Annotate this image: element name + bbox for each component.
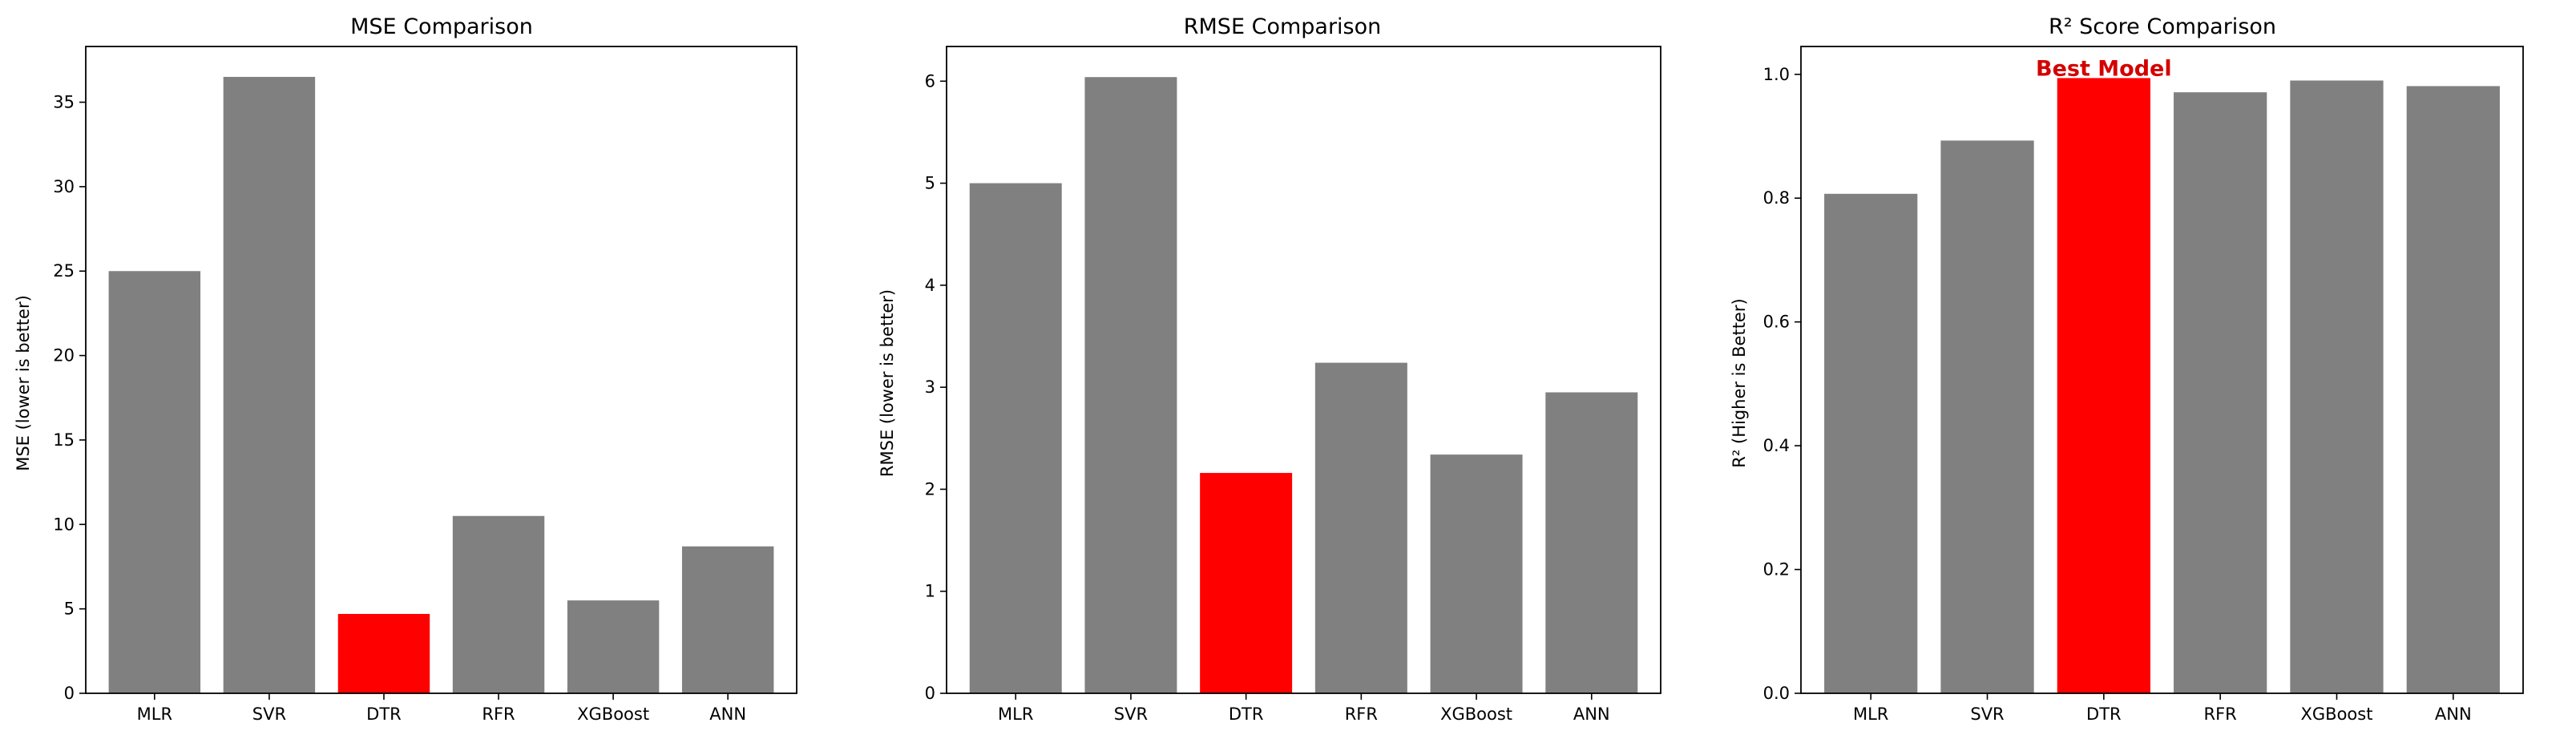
mse-plot-area <box>85 46 797 694</box>
rmse-chart-panel: RMSE Comparison RMSE (lower is better) 0… <box>878 14 1661 724</box>
r2-bars <box>1824 78 2500 694</box>
rmse-chart-title: RMSE Comparison <box>1184 14 1382 39</box>
r2-y-tick-label: 0.6 <box>1763 313 1790 332</box>
rmse-bar-svr <box>1084 77 1177 693</box>
r2-x-tick-label: SVR <box>1970 705 2004 724</box>
r2-chart-title: R² Score Comparison <box>2049 14 2276 39</box>
mse-y-axis-label: MSE (lower is better) <box>14 295 33 471</box>
mse-y-tick-label: 25 <box>53 261 75 281</box>
mse-x-tick-label: DTR <box>366 705 402 724</box>
mse-y-tick-label: 20 <box>53 346 75 365</box>
mse-bar-dtr <box>337 613 430 693</box>
rmse-y-tick-label: 5 <box>925 174 935 193</box>
mse-y-tick-label: 15 <box>53 430 75 450</box>
mse-bar-ann <box>681 546 774 693</box>
r2-bar-ann <box>2406 86 2500 694</box>
rmse-y-tick-label: 4 <box>925 276 935 295</box>
r2-y-axis-label: R² (Higher is Better) <box>1730 298 1749 467</box>
r2-best-model-annotation: Best Model <box>2036 56 2172 81</box>
mse-y-ticks: 0 5 10 15 20 25 30 35 <box>53 93 86 703</box>
mse-x-tick-label: SVR <box>252 705 286 724</box>
rmse-y-tick-label: 1 <box>925 582 935 601</box>
mse-chart-title: MSE Comparison <box>350 14 533 39</box>
mse-bar-mlr <box>108 271 201 693</box>
rmse-bars <box>969 77 1638 693</box>
mse-bar-xgboost <box>567 600 660 693</box>
r2-x-tick-label: ANN <box>2435 705 2472 724</box>
mse-y-tick-label: 30 <box>53 177 75 196</box>
rmse-x-tick-label: RFR <box>1345 705 1378 724</box>
r2-annotation-group: Best Model <box>2036 56 2172 81</box>
r2-bar-xgboost <box>2290 80 2384 694</box>
r2-x-tick-label: MLR <box>1853 705 1888 724</box>
rmse-y-tick-label: 3 <box>925 378 935 397</box>
r2-y-tick-label: 0.0 <box>1763 684 1790 703</box>
mse-x-tick-label: RFR <box>482 705 515 724</box>
rmse-bar-mlr <box>969 183 1062 693</box>
mse-bars <box>108 76 774 694</box>
mse-y-tick-label: 35 <box>53 93 75 112</box>
r2-bar-rfr <box>2174 92 2267 693</box>
rmse-x-tick-label: XGBoost <box>1440 705 1512 724</box>
r2-chart-panel: R² Score Comparison R² (Higher is Better… <box>1730 14 2524 724</box>
mse-y-tick-label: 5 <box>64 600 75 619</box>
r2-y-tick-label: 0.8 <box>1763 188 1790 208</box>
r2-y-tick-label: 1.0 <box>1763 65 1790 84</box>
r2-x-tick-label: DTR <box>2086 705 2122 724</box>
mse-bar-rfr <box>452 515 545 693</box>
rmse-plot-area <box>946 46 1661 694</box>
mse-x-tick-label: MLR <box>137 705 172 724</box>
rmse-x-tick-label: MLR <box>998 705 1033 724</box>
rmse-bar-dtr <box>1200 473 1293 693</box>
r2-x-ticks: MLR SVR DTR RFR XGBoost ANN <box>1853 693 2472 724</box>
rmse-y-axis-label: RMSE (lower is better) <box>878 289 897 477</box>
rmse-x-tick-label: DTR <box>1229 705 1264 724</box>
rmse-y-tick-label: 6 <box>925 71 935 91</box>
mse-x-tick-label: XGBoost <box>577 705 649 724</box>
r2-x-tick-label: XGBoost <box>2301 705 2373 724</box>
r2-bar-mlr <box>1824 193 1918 694</box>
mse-y-tick-label: 10 <box>53 515 75 534</box>
r2-y-tick-label: 0.4 <box>1763 436 1790 455</box>
rmse-x-ticks: MLR SVR DTR RFR XGBoost ANN <box>998 693 1610 724</box>
rmse-y-tick-label: 0 <box>925 684 935 703</box>
r2-plot-area <box>1800 46 2524 694</box>
rmse-x-tick-label: SVR <box>1114 705 1148 724</box>
mse-x-tick-label: ANN <box>709 705 746 724</box>
mse-y-tick-label: 0 <box>64 684 75 703</box>
r2-bar-svr <box>1940 140 2034 693</box>
rmse-bar-rfr <box>1314 362 1407 693</box>
rmse-y-ticks: 0 1 2 3 4 5 6 <box>925 71 947 703</box>
rmse-bar-ann <box>1545 392 1638 693</box>
mse-chart-panel: MSE Comparison MSE (lower is better) 0 5 1… <box>14 14 797 724</box>
r2-x-tick-label: RFR <box>2204 705 2237 724</box>
mse-x-ticks: MLR SVR DTR RFR XGBoost ANN <box>137 693 746 724</box>
r2-y-tick-label: 0.2 <box>1763 560 1790 579</box>
mse-bar-svr <box>223 76 316 694</box>
r2-bar-dtr <box>2057 78 2150 693</box>
r2-y-ticks: 0.0 0.2 0.4 0.6 0.8 1.0 <box>1763 65 1801 703</box>
rmse-bar-xgboost <box>1430 454 1523 693</box>
rmse-x-tick-label: ANN <box>1573 705 1610 724</box>
rmse-y-tick-label: 2 <box>925 479 935 499</box>
